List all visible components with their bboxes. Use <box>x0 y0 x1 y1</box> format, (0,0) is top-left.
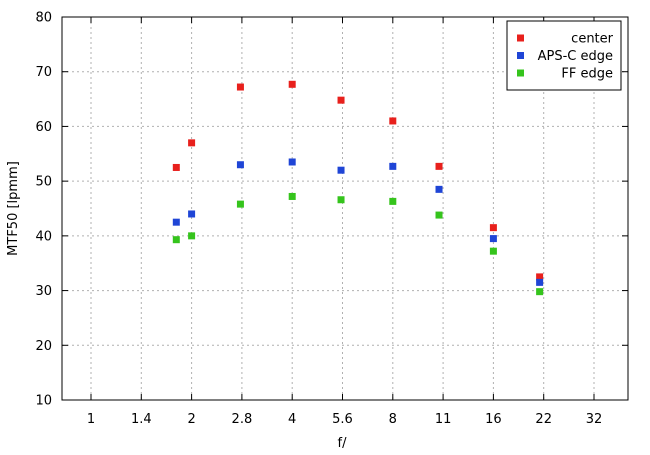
point-center <box>435 162 443 170</box>
legend-label: APS-C edge <box>538 49 613 64</box>
x-tick-label: 32 <box>586 412 603 427</box>
point-ff-edge <box>489 247 497 255</box>
point-ff-edge <box>435 211 443 219</box>
point-ff-edge <box>337 196 345 204</box>
legend-label: center <box>571 32 613 47</box>
point-center <box>489 224 497 232</box>
y-tick-label: 50 <box>35 175 52 190</box>
y-tick-label: 30 <box>35 284 52 299</box>
x-tick-label: 16 <box>485 412 502 427</box>
y-tick-label: 70 <box>35 65 52 80</box>
x-tick-label: 22 <box>535 412 552 427</box>
tick-labels: 10 20 30 40 50 60 70 80 1 1.4 2 2.8 4 5.6 8 11 16 22 32 <box>35 11 602 428</box>
x-tick-label: 11 <box>435 412 452 427</box>
legend-marker <box>517 52 524 59</box>
point-ff-edge <box>188 232 196 240</box>
point-aps-c-edge <box>288 158 296 166</box>
x-tick-label: 4 <box>288 412 296 427</box>
point-aps-c-edge <box>337 166 345 174</box>
legend: center APS-C edge FF edge <box>506 20 622 91</box>
plot-frame <box>61 16 629 401</box>
point-ff-edge <box>389 197 397 205</box>
point-center <box>536 273 544 281</box>
legend-marker <box>517 69 524 77</box>
point-ff-edge <box>172 236 180 244</box>
x-tick-label: 8 <box>389 412 397 427</box>
data-points <box>172 80 544 296</box>
point-ff-edge <box>536 288 544 296</box>
grid-lines <box>62 17 628 400</box>
point-aps-c-edge <box>236 161 244 169</box>
legend-box <box>506 20 622 91</box>
point-ff-edge <box>236 200 244 208</box>
y-tick-label: 10 <box>35 394 52 409</box>
y-tick-label: 20 <box>35 339 52 354</box>
point-aps-c-edge <box>172 218 180 226</box>
point-aps-c-edge <box>188 210 196 218</box>
x-tick-label: 2.8 <box>232 412 253 427</box>
point-center <box>389 117 397 125</box>
x-tick-label: 5.6 <box>332 412 353 427</box>
y-tick-label: 40 <box>35 229 52 244</box>
x-tick-label: 1.4 <box>131 412 152 427</box>
x-tick-label: 1 <box>87 412 95 427</box>
point-aps-c-edge <box>536 278 544 286</box>
y-tick-label: 60 <box>35 120 52 135</box>
y-axis-title: MTF50 [lpmm] <box>6 161 21 256</box>
point-center <box>288 80 296 88</box>
point-center <box>236 83 244 91</box>
legend-marker <box>517 34 524 42</box>
point-aps-c-edge <box>389 162 397 170</box>
point-center <box>188 139 196 147</box>
point-center <box>172 163 180 171</box>
point-aps-c-edge <box>435 185 443 193</box>
x-tick-label: 2 <box>187 412 195 427</box>
point-ff-edge <box>288 192 296 200</box>
x-axis-title: f/ <box>338 436 348 451</box>
point-aps-c-edge <box>489 235 497 243</box>
point-center <box>337 96 345 104</box>
y-tick-label: 80 <box>35 11 52 26</box>
legend-label: FF edge <box>561 67 613 82</box>
